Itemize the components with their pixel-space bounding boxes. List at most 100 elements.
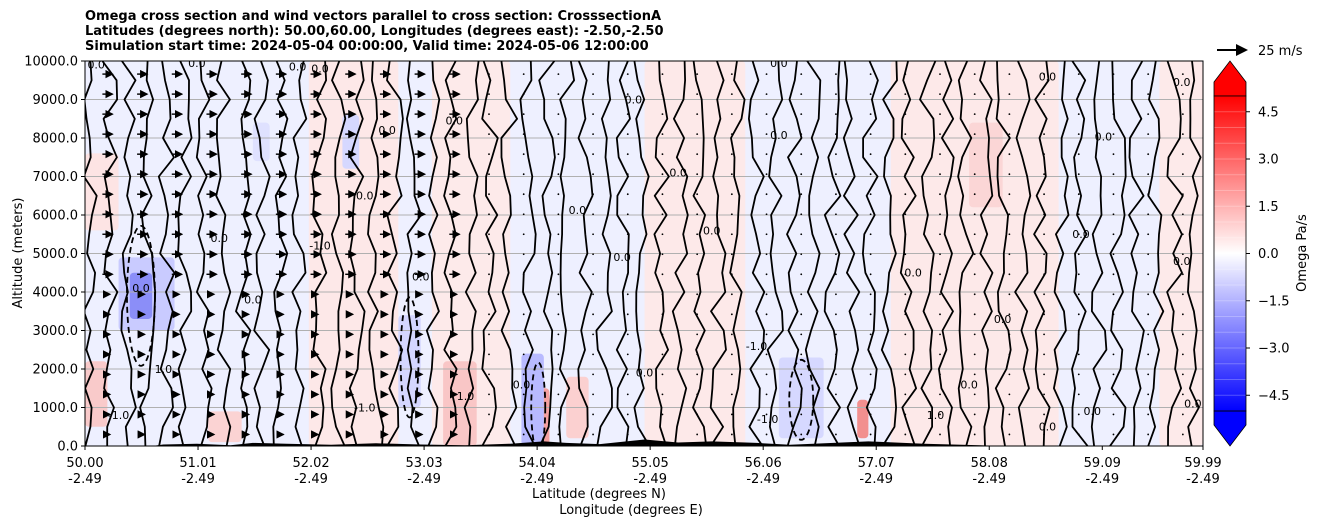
x-axis: 50.00-2.4951.01-2.4952.02-2.4953.03-2.49… — [66, 446, 1222, 487]
wind-vector — [800, 153, 803, 156]
wind-vector — [765, 193, 768, 196]
wind-vector — [592, 373, 594, 376]
wind-vector — [869, 233, 872, 236]
wind-vector — [765, 293, 768, 296]
wind-vector — [661, 313, 664, 316]
wind-vector — [1008, 273, 1011, 276]
wind-vector — [626, 213, 629, 216]
contour-label: 1.0 — [155, 363, 173, 376]
wind-vector — [869, 153, 872, 156]
contour-label: 0.0 — [356, 190, 374, 203]
wind-vector — [1077, 313, 1080, 316]
x-axis-label-longitude: Longitude (degrees E) — [559, 503, 703, 518]
wind-vector — [835, 113, 837, 116]
wind-vector — [730, 133, 733, 136]
wind-vector — [939, 253, 941, 256]
contour-line — [692, 61, 708, 446]
wind-vector — [835, 73, 837, 75]
wind-vector — [696, 353, 699, 356]
wind-vector — [904, 233, 907, 236]
wind-vector — [1043, 213, 1045, 216]
wind-vector — [869, 193, 872, 196]
wind-vector — [1043, 133, 1045, 136]
wind-vector — [1077, 373, 1080, 376]
wind-vector — [869, 93, 872, 96]
wind-vector — [592, 293, 594, 296]
contour-line — [1014, 61, 1032, 446]
wind-vector — [661, 73, 664, 75]
wind-vector — [592, 93, 594, 96]
wind-vector — [1043, 73, 1045, 75]
contour-line — [919, 61, 937, 446]
wind-vector — [973, 113, 976, 116]
wind-vector — [765, 313, 768, 316]
wind-vector — [1181, 293, 1184, 296]
contour-line — [1090, 61, 1108, 446]
wind-vector — [1077, 113, 1080, 116]
omega-patch — [129, 272, 153, 319]
wind-vector — [522, 373, 525, 376]
wind-vector — [1147, 273, 1150, 276]
wind-vector — [973, 433, 976, 436]
contour-line-negative — [530, 361, 547, 446]
wind-vector — [869, 433, 872, 436]
wind-vector — [869, 333, 872, 336]
wind-vector — [626, 173, 629, 176]
wind-vector — [939, 433, 941, 436]
wind-vector — [1181, 273, 1184, 276]
wind-vector — [904, 93, 907, 96]
wind-vector — [592, 73, 594, 75]
wind-vector — [973, 213, 976, 216]
wind-vector — [661, 193, 664, 196]
wind-vector — [1147, 293, 1150, 296]
wind-vector — [835, 133, 837, 136]
wind-vector — [1112, 73, 1115, 75]
wind-vector — [488, 413, 490, 416]
contour-label: 0.0 — [904, 267, 922, 280]
wind-vector — [557, 233, 560, 236]
contour-line — [577, 61, 594, 446]
wind-vector — [1112, 173, 1115, 176]
wind-vector — [1147, 413, 1150, 416]
wind-vector — [592, 313, 594, 316]
wind-vector — [800, 373, 803, 376]
wind-vector — [730, 113, 733, 116]
wind-vector — [522, 333, 525, 336]
wind-vector — [522, 193, 525, 196]
wind-vector — [1077, 413, 1080, 416]
wind-vector — [765, 353, 768, 356]
wind-vector — [1181, 333, 1184, 336]
wind-vector — [696, 273, 699, 276]
wind-vector — [522, 273, 525, 276]
wind-vector — [1008, 233, 1011, 236]
contour-line — [633, 61, 651, 446]
wind-vector — [730, 73, 733, 75]
wind-vector — [1181, 253, 1184, 256]
wind-vector — [696, 413, 699, 416]
wind-vector — [1112, 393, 1115, 396]
x-tick-label-longitude: -2.49 — [1186, 472, 1220, 487]
wind-vector — [835, 373, 837, 376]
wind-vector — [939, 193, 941, 196]
colorbar-extend-max — [1213, 60, 1247, 97]
wind-vector — [522, 113, 525, 116]
contour-line — [195, 61, 213, 446]
wind-vector — [488, 133, 490, 136]
wind-vector — [661, 213, 664, 216]
y-tick-label: 10000.0 — [24, 55, 78, 70]
wind-vector — [1147, 433, 1150, 436]
contour-line — [330, 61, 347, 446]
contour-label: 0.0 — [770, 129, 788, 142]
wind-vector — [835, 213, 837, 216]
wind-vector — [1147, 213, 1150, 216]
wind-vector — [1112, 413, 1115, 416]
wind-vector — [765, 393, 768, 396]
wind-vector — [765, 113, 768, 116]
wind-vector — [1077, 353, 1080, 356]
wind-vector — [939, 333, 941, 336]
x-tick-label-longitude: -2.49 — [520, 472, 554, 487]
wind-vector — [835, 353, 837, 356]
wind-vector — [626, 433, 629, 436]
wind-vector — [800, 193, 803, 196]
